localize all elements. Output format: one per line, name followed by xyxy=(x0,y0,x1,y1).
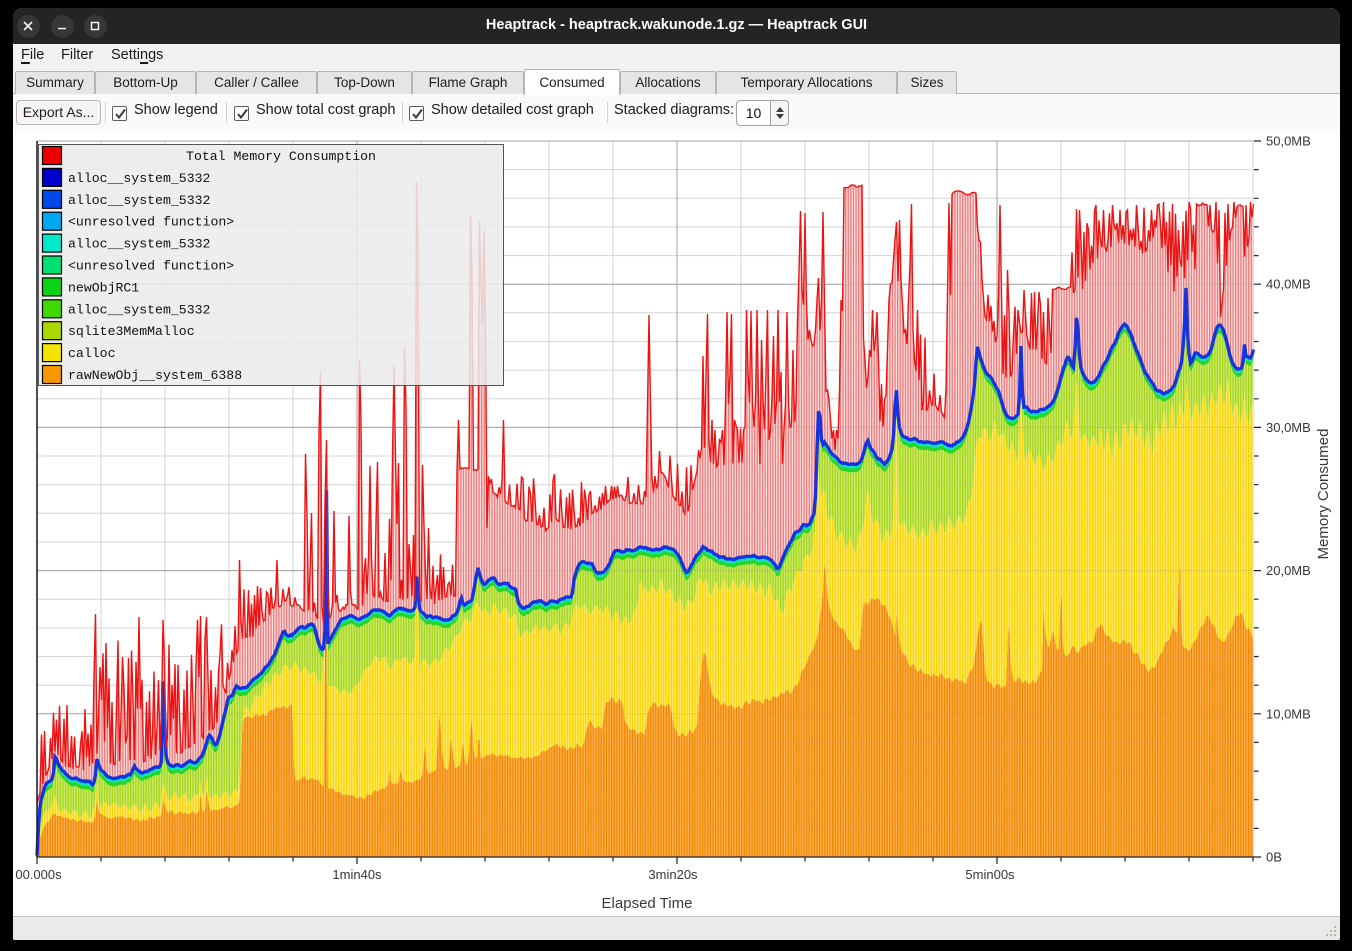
svg-text:Total Memory Consumption: Total Memory Consumption xyxy=(186,149,376,164)
svg-text:<unresolved function>: <unresolved function> xyxy=(68,215,234,230)
svg-text:50,0MB: 50,0MB xyxy=(1266,134,1311,149)
svg-text:<unresolved function>: <unresolved function> xyxy=(68,259,234,274)
svg-text:40,0MB: 40,0MB xyxy=(1266,277,1311,292)
svg-text:alloc__system_5332: alloc__system_5332 xyxy=(68,193,210,208)
svg-text:rawNewObj__system_6388: rawNewObj__system_6388 xyxy=(68,368,242,383)
svg-text:30,0MB: 30,0MB xyxy=(1266,420,1311,435)
svg-text:calloc: calloc xyxy=(68,346,115,361)
svg-text:1min40s: 1min40s xyxy=(332,867,382,882)
svg-text:Elapsed Time: Elapsed Time xyxy=(602,895,693,912)
svg-text:3min20s: 3min20s xyxy=(648,867,698,882)
svg-text:0B: 0B xyxy=(1266,850,1282,865)
svg-text:alloc__system_5332: alloc__system_5332 xyxy=(68,237,210,252)
svg-text:alloc__system_5332: alloc__system_5332 xyxy=(68,302,210,317)
svg-text:20,0MB: 20,0MB xyxy=(1266,563,1311,578)
svg-text:alloc__system_5332: alloc__system_5332 xyxy=(68,171,210,186)
svg-text:5min00s: 5min00s xyxy=(965,867,1015,882)
svg-text:sqlite3MemMalloc: sqlite3MemMalloc xyxy=(68,324,195,339)
svg-text:10,0MB: 10,0MB xyxy=(1266,706,1311,721)
svg-text:newObjRC1: newObjRC1 xyxy=(68,280,139,295)
svg-text:Memory Consumed: Memory Consumed xyxy=(1315,429,1332,560)
svg-text:00.000s: 00.000s xyxy=(15,867,62,882)
